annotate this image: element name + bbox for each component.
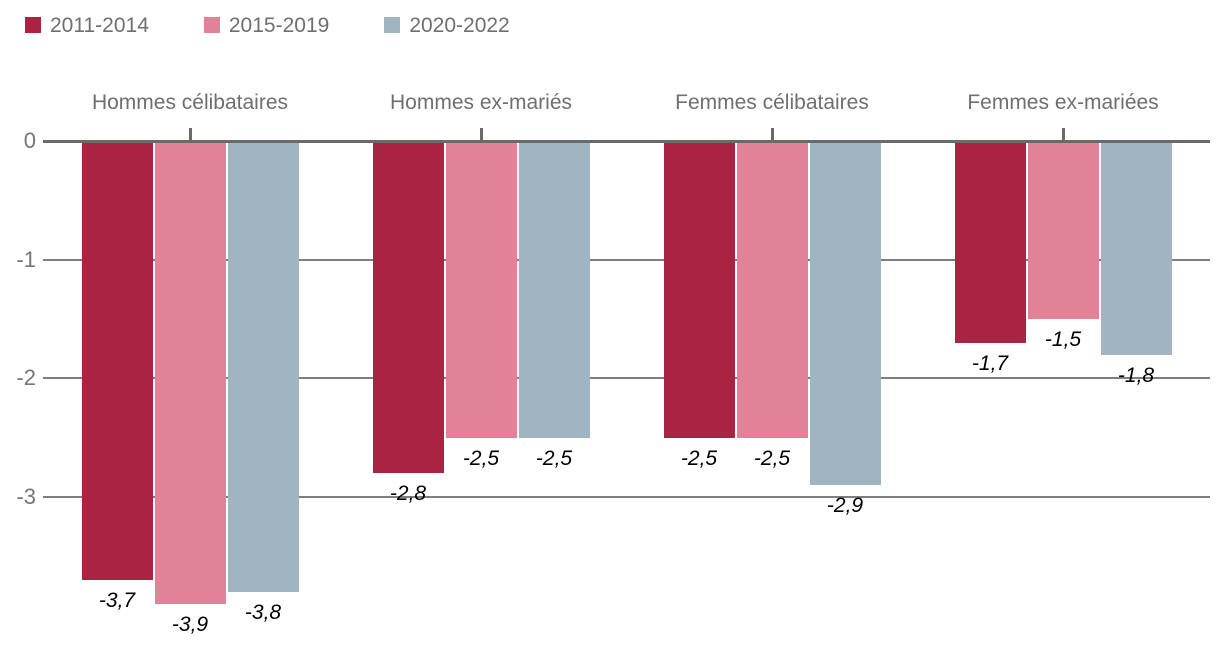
bar-value-label: -2,5 — [535, 446, 573, 470]
legend-swatch-icon — [25, 17, 41, 33]
bar-2020-2022-Femmes ex-mariées — [1100, 142, 1172, 355]
x-axis-tick — [1061, 128, 1065, 140]
bar-value-label: -2,5 — [462, 446, 500, 470]
x-axis-zero-line — [43, 139, 1210, 143]
x-axis-tick — [479, 128, 483, 140]
bar-value-label: -1,5 — [1044, 328, 1082, 352]
legend-label: 2020-2022 — [409, 14, 510, 37]
bar-2015-2019-Hommes ex-mariés — [445, 142, 517, 438]
bar-value-label: -1,7 — [971, 351, 1009, 375]
y-axis-tick-label: -1 — [16, 246, 36, 272]
legend-item-2015-2019: 2015-2019 — [203, 14, 330, 37]
legend-item-2020-2022: 2020-2022 — [384, 14, 510, 37]
bar-value-label: -2,9 — [826, 494, 864, 518]
legend: 2011-2014 2015-2019 2020-2022 — [25, 14, 510, 36]
legend-item-2011-2014: 2011-2014 — [25, 14, 149, 36]
bar-value-label: -3,7 — [98, 589, 136, 613]
bar-2020-2022-Femmes célibataires — [809, 142, 881, 486]
bar-2011-2014-Femmes ex-mariées — [954, 142, 1026, 343]
gridline--3 — [43, 496, 1210, 499]
bar-2020-2022-Hommes ex-mariés — [518, 142, 590, 438]
x-axis-tick — [188, 128, 192, 140]
legend-swatch-icon — [384, 17, 401, 33]
bar-2011-2014-Hommes célibataires — [81, 142, 153, 581]
category-label: Femmes ex-mariées — [967, 91, 1159, 114]
bar-2011-2014-Hommes ex-mariés — [372, 142, 444, 474]
gridline--2 — [43, 377, 1210, 380]
legend-label: 2015-2019 — [228, 14, 330, 37]
legend-label: 2011-2014 — [50, 14, 149, 37]
bar-value-label: -2,8 — [389, 482, 427, 506]
bar-value-label: -1,8 — [1117, 363, 1155, 387]
y-axis-tick-label: -3 — [16, 484, 36, 510]
bar-2020-2022-Hommes célibataires — [227, 142, 299, 593]
category-label: Femmes célibataires — [675, 91, 869, 114]
bar-2011-2014-Femmes célibataires — [663, 142, 735, 438]
bar-value-label: -2,5 — [753, 446, 791, 470]
y-axis-tick-label: -2 — [16, 365, 36, 391]
bar-2015-2019-Hommes célibataires — [154, 142, 226, 604]
bar-2015-2019-Femmes célibataires — [736, 142, 808, 438]
x-axis-tick — [770, 128, 774, 140]
y-axis-tick-label: 0 — [23, 128, 36, 153]
gridline--1 — [43, 258, 1210, 261]
category-label: Hommes célibataires — [91, 91, 289, 114]
category-label: Hommes ex-mariés — [389, 91, 573, 114]
bar-value-label: -3,9 — [171, 612, 209, 636]
bar-value-label: -2,5 — [680, 446, 718, 470]
bar-value-label: -3,8 — [244, 601, 282, 625]
bar-2015-2019-Femmes ex-mariées — [1027, 142, 1099, 320]
legend-swatch-icon — [203, 17, 220, 33]
